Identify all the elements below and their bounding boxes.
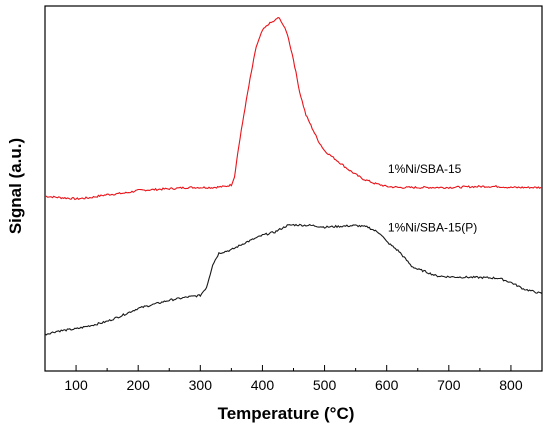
series-line-1 [44, 223, 543, 336]
x-tick-label: 700 [437, 377, 461, 393]
x-tick-label: 200 [127, 377, 151, 393]
series-line-0 [44, 17, 543, 201]
x-axis-title: Temperature (°C) [218, 404, 355, 423]
series-label-0: 1%Ni/SBA-15 [388, 162, 462, 176]
x-tick-label: 500 [313, 377, 337, 393]
x-tick-label: 600 [375, 377, 399, 393]
x-tick-label: 800 [499, 377, 523, 393]
x-tick-label: 400 [251, 377, 275, 393]
x-tick-label: 100 [64, 377, 88, 393]
series-labels: 1%Ni/SBA-15 1%Ni/SBA-15(P) [388, 162, 477, 234]
axes: 100 200 300 400 500 600 700 800 [44, 365, 543, 393]
series-label-1: 1%Ni/SBA-15(P) [388, 220, 477, 234]
x-tick-label: 300 [189, 377, 213, 393]
y-axis-title: Signal (a.u.) [6, 138, 25, 234]
series-lines [44, 17, 543, 336]
